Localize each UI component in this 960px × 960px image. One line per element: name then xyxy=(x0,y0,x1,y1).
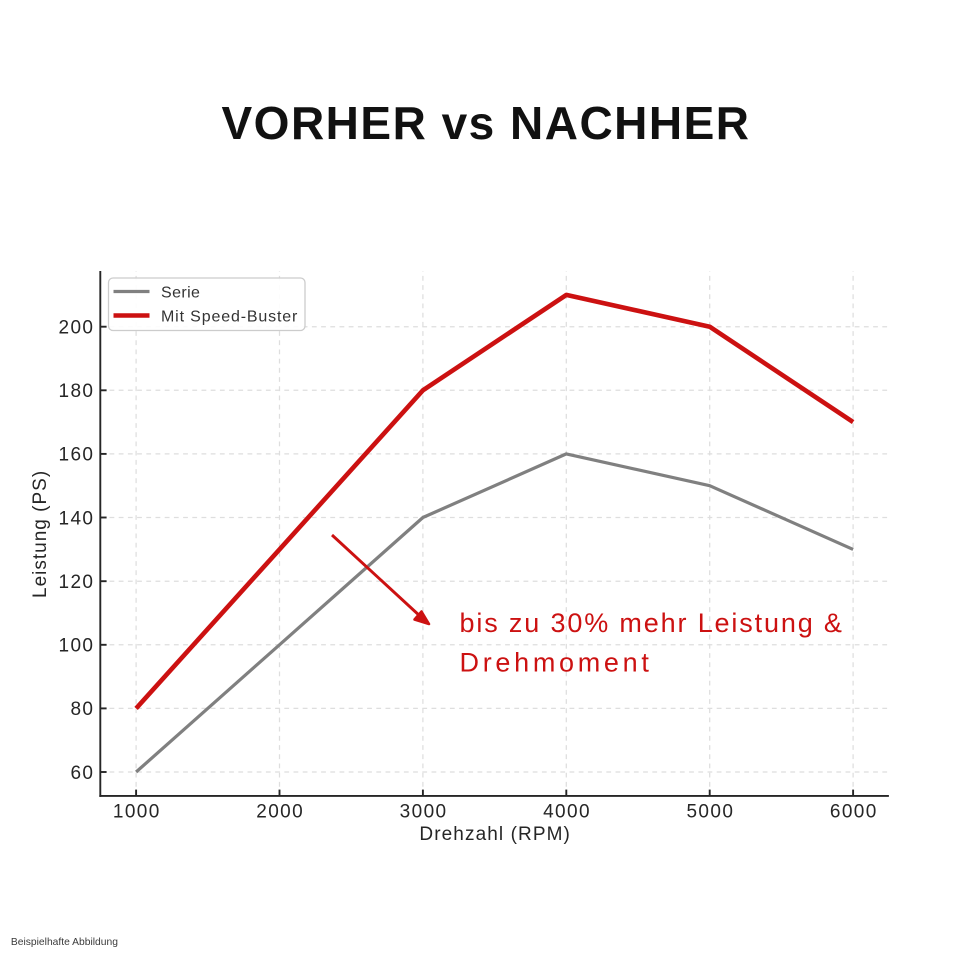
svg-text:3000: 3000 xyxy=(400,802,448,823)
svg-text:160: 160 xyxy=(58,445,94,466)
svg-text:bis zu 30% mehr Leistung &: bis zu 30% mehr Leistung & xyxy=(460,608,844,638)
svg-text:Serie: Serie xyxy=(161,285,200,302)
svg-text:180: 180 xyxy=(58,381,94,402)
svg-text:4000: 4000 xyxy=(543,802,591,823)
svg-text:Mit Speed-Buster: Mit Speed-Buster xyxy=(161,309,298,326)
svg-text:200: 200 xyxy=(58,318,94,339)
svg-text:120: 120 xyxy=(58,572,94,593)
svg-text:Drehmoment: Drehmoment xyxy=(460,647,653,677)
svg-text:100: 100 xyxy=(58,636,94,657)
svg-text:60: 60 xyxy=(70,763,94,784)
svg-text:5000: 5000 xyxy=(686,802,734,823)
svg-text:Drehzahl (RPM): Drehzahl (RPM) xyxy=(419,824,571,845)
svg-text:VORHER vs NACHHER: VORHER vs NACHHER xyxy=(221,97,750,149)
svg-text:6000: 6000 xyxy=(830,802,878,823)
svg-text:2000: 2000 xyxy=(256,802,304,823)
svg-text:Beispielhafte Abbildung: Beispielhafte Abbildung xyxy=(11,937,118,948)
svg-text:140: 140 xyxy=(58,508,94,529)
svg-text:1000: 1000 xyxy=(113,802,161,823)
svg-text:Leistung (PS): Leistung (PS) xyxy=(30,470,51,598)
svg-text:80: 80 xyxy=(70,699,94,720)
